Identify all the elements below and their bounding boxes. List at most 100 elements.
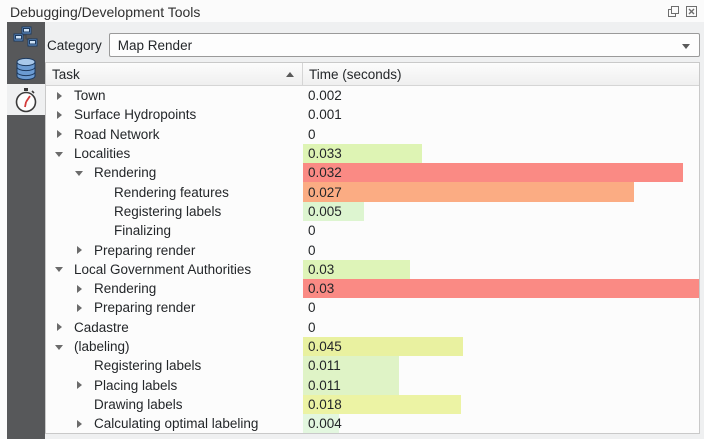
time-value: 0.03 [308, 281, 335, 297]
time-bar [303, 278, 699, 299]
table-row[interactable]: Surface Hydropoints 0.001 [46, 105, 699, 124]
time-value: 0 [308, 319, 316, 335]
table-row[interactable]: Cadastre 0 [46, 318, 699, 337]
panel-body: Category Map Render Task Time (seconds) … [0, 22, 704, 439]
expand-arrow-icon[interactable] [54, 128, 66, 140]
profile-tree-table: Task Time (seconds) Town 0.002 Surface Hyd… [45, 62, 700, 434]
task-label: Surface Hydropoints [74, 107, 197, 123]
expand-arrow-icon[interactable] [54, 109, 66, 121]
dock-left-margin [0, 22, 7, 439]
time-value: 0.011 [308, 377, 341, 393]
expand-arrow-icon[interactable] [74, 418, 86, 430]
time-value: 0 [308, 126, 316, 142]
time-bar [303, 259, 410, 279]
column-header-task[interactable]: Task [46, 63, 303, 85]
table-row[interactable]: Placing labels 0.011 [46, 375, 699, 395]
task-label: Registering labels [94, 358, 202, 374]
table-row[interactable]: Finalizing 0 [46, 221, 699, 240]
table-row[interactable]: Localities 0.033 [46, 143, 699, 164]
expand-arrow-icon[interactable] [54, 321, 66, 333]
time-bar [303, 336, 464, 357]
collapse-arrow-icon[interactable] [74, 167, 86, 179]
table-row[interactable]: Drawing labels 0.018 [46, 394, 699, 415]
task-label: Localities [74, 146, 131, 162]
task-label: Road Network [74, 126, 160, 142]
chevron-down-icon [682, 44, 690, 49]
expand-arrow-icon[interactable] [74, 283, 86, 295]
profiler-content: Category Map Render Task Time (seconds) … [45, 22, 704, 439]
time-value: 0.011 [308, 358, 341, 374]
table-row[interactable]: Town 0.002 [46, 86, 699, 105]
sidebar-tab-profiler[interactable] [7, 84, 45, 115]
time-value: 0.004 [308, 416, 342, 432]
task-label: Finalizing [114, 223, 172, 239]
sidebar-tab-database[interactable] [7, 53, 45, 84]
time-value: 0.002 [308, 88, 342, 104]
table-body: Town 0.002 Surface Hydropoints 0.001 Road Ne… [46, 86, 699, 433]
tree-spacer [94, 186, 106, 198]
table-row[interactable]: (labeling) 0.045 [46, 336, 699, 357]
time-value: 0.001 [308, 107, 342, 123]
table-row[interactable]: Registering labels 0.005 [46, 201, 699, 222]
collapse-arrow-icon[interactable] [54, 341, 66, 353]
float-icon [668, 5, 679, 17]
column-header-time[interactable]: Time (seconds) [309, 66, 402, 82]
time-bar [303, 182, 634, 202]
time-value: 0.033 [308, 146, 342, 162]
task-label: Drawing labels [94, 396, 183, 412]
time-value: 0 [308, 242, 316, 258]
panel-title: Debugging/Development Tools [10, 4, 201, 20]
time-bar [303, 201, 365, 222]
task-label: Rendering [94, 281, 157, 297]
time-bar [303, 375, 400, 395]
task-label: Rendering [94, 165, 157, 181]
time-bar [303, 143, 422, 164]
table-row[interactable]: Preparing render 0 [46, 298, 699, 317]
time-value: 0.027 [308, 184, 342, 200]
table-row[interactable]: Road Network 0 [46, 125, 699, 144]
database-icon [16, 57, 36, 80]
expand-arrow-icon[interactable] [74, 244, 86, 256]
time-bar [303, 394, 462, 415]
time-value: 0.005 [308, 203, 342, 219]
sidebar-tab-network[interactable] [7, 22, 45, 53]
task-label: Preparing render [94, 300, 196, 316]
task-label: Cadastre [74, 319, 129, 335]
category-selected-value: Map Render [117, 37, 193, 53]
table-row[interactable]: Calculating optimal labeling 0.004 [46, 414, 699, 433]
task-label: Placing labels [94, 377, 178, 393]
time-bar [303, 414, 339, 433]
close-button[interactable] [685, 5, 698, 18]
table-row[interactable]: Registering labels 0.011 [46, 356, 699, 376]
table-row[interactable]: Rendering 0.032 [46, 163, 699, 183]
task-label: Registering labels [114, 203, 222, 219]
tool-sidebar [7, 22, 45, 439]
tree-spacer [94, 225, 106, 237]
table-row[interactable]: Rendering 0.03 [46, 278, 699, 299]
sort-ascending-icon [286, 71, 294, 77]
time-value: 0 [308, 223, 316, 239]
table-header: Task Time (seconds) [46, 63, 699, 86]
task-label: Preparing render [94, 242, 196, 258]
collapse-arrow-icon[interactable] [54, 148, 66, 160]
expand-arrow-icon[interactable] [54, 90, 66, 102]
tree-spacer [74, 398, 86, 410]
expand-arrow-icon[interactable] [74, 379, 86, 391]
task-label: Rendering features [114, 184, 229, 200]
collapse-arrow-icon[interactable] [54, 263, 66, 275]
time-value: 0.045 [308, 339, 342, 354]
time-bar [303, 163, 684, 183]
tree-spacer [74, 360, 86, 372]
category-label: Category [47, 37, 102, 53]
float-button[interactable] [667, 5, 680, 18]
stopwatch-icon [15, 87, 37, 112]
table-row[interactable]: Local Government Authorities 0.03 [46, 259, 699, 279]
table-row[interactable]: Rendering features 0.027 [46, 182, 699, 202]
expand-arrow-icon[interactable] [74, 302, 86, 314]
time-value: 0.03 [308, 261, 335, 277]
time-value: 0 [308, 300, 316, 316]
task-label: Local Government Authorities [74, 261, 252, 277]
category-combobox[interactable]: Map Render [108, 33, 700, 57]
table-row[interactable]: Preparing render 0 [46, 240, 699, 259]
time-value: 0.018 [308, 396, 342, 412]
